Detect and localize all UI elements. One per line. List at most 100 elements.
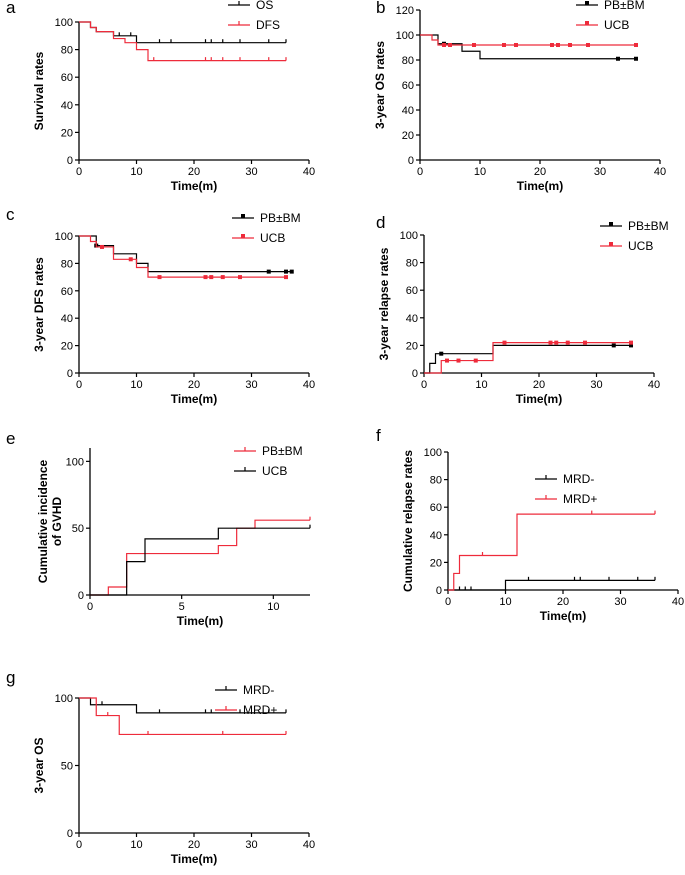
y-tick-label-a: 40: [61, 100, 73, 112]
y-tick-label-f: 20: [430, 557, 442, 569]
x-tick-label-d: 20: [533, 379, 545, 391]
x-tick-label-c: 30: [245, 379, 257, 391]
panel-letter-f: f: [376, 426, 381, 445]
censor-mark-b-1: [514, 43, 518, 47]
series-line-f-0: [448, 579, 655, 591]
x-tick-label-d: 30: [590, 379, 602, 391]
censor-mark-b-1: [634, 43, 638, 47]
y-tick-label-c: 80: [61, 258, 73, 270]
x-tick-label-g: 20: [188, 839, 200, 851]
censor-mark-d-1: [565, 340, 570, 345]
y-tick-label-e: 50: [72, 523, 84, 535]
x-tick-label-e: 10: [267, 601, 279, 613]
legend-marker-d-1: [609, 242, 613, 246]
series-line-a-0: [79, 21, 286, 44]
y-tick-label-d: 100: [400, 230, 418, 242]
censor-mark-c-1: [203, 275, 208, 280]
censor-mark-c-1: [157, 275, 162, 280]
legend-label-g-0: MRD-: [243, 683, 274, 697]
legend-label-b-1: UCB: [604, 18, 629, 32]
censor-mark-c-1: [100, 244, 104, 249]
x-axis-title-a: Time(m): [171, 179, 217, 193]
censor-mark-c-0: [289, 269, 294, 274]
y-tick-label-b: 60: [402, 80, 414, 92]
x-tick-label-f: 40: [672, 596, 684, 608]
y-tick-label-e: 100: [66, 456, 84, 468]
censor-mark-d-0: [611, 343, 616, 348]
x-tick-label-g: 30: [245, 839, 257, 851]
y-tick-label-a: 20: [61, 127, 73, 139]
y-tick-label-b: 0: [408, 155, 414, 167]
censor-mark-d-1: [583, 340, 587, 345]
y-tick-label-c: 100: [55, 231, 73, 243]
censor-mark-d-1: [548, 340, 553, 345]
y-tick-label-d: 20: [406, 340, 418, 352]
y-tick-label-d: 80: [406, 258, 418, 270]
x-tick-label-d: 0: [421, 379, 427, 391]
censor-mark-d-1: [445, 358, 449, 363]
legend-label-b-0: PB±BM: [604, 0, 645, 12]
panel-f: f 0 10 20 30 40 0 20 40 60 80 100 Time(m) Cumulative …: [376, 426, 684, 623]
censor-mark-c-1: [284, 275, 288, 280]
legend-marker-c-1: [241, 234, 245, 238]
x-tick-label-d: 40: [648, 379, 660, 391]
y-tick-label-b: 80: [402, 55, 414, 67]
x-tick-label-g: 10: [130, 839, 142, 851]
censor-mark-c-1: [209, 275, 214, 280]
y-tick-label-c: 20: [61, 341, 73, 353]
legend-label-e-0: PB±BM: [262, 444, 303, 458]
panel-d: d 0 10 20 30 40 0 20 40 60 80 100 Time(m) 3-year rela…: [376, 213, 669, 406]
y-tick-label-b: 100: [396, 30, 414, 42]
y-tick-label-c: 60: [61, 286, 73, 298]
y-tick-label-d: 60: [406, 285, 418, 297]
legend-marker-b-0: [585, 1, 589, 5]
censor-mark-c-1: [128, 257, 133, 262]
censor-mark-d-1: [473, 358, 478, 363]
y-tick-label-g: 100: [55, 693, 73, 705]
y-tick-label-a: 80: [61, 45, 73, 57]
censor-mark-d-1: [554, 340, 559, 345]
series-line-e-0: [90, 519, 310, 596]
censor-mark-d-1: [502, 340, 507, 345]
y-tick-label-a: 0: [67, 155, 73, 167]
y-tick-label-d: 0: [412, 368, 418, 380]
legend-label-e-1: UCB: [262, 464, 287, 478]
censor-mark-b-1: [550, 43, 554, 47]
y-axis-title-a: Survival rates: [32, 51, 46, 130]
panel-b: b 0 10 20 30 40 0 20 40 60 80 100 120 Time(m) 3-year O…: [373, 0, 666, 193]
series-line-d-0: [424, 344, 631, 374]
legend-label-f-1: MRD+: [563, 492, 597, 506]
x-tick-label-a: 10: [130, 166, 142, 178]
y-tick-label-b: 120: [396, 5, 414, 17]
y-axis-title-e: Cumulative incidence: [36, 459, 50, 583]
panel-letter-e: e: [6, 429, 15, 448]
series-line-d-1: [424, 342, 631, 374]
x-tick-label-b: 0: [417, 166, 423, 178]
y-axis-title-c: 3-year DFS rates: [32, 257, 46, 352]
censor-mark-b-0: [634, 56, 638, 61]
legend-label-d-1: UCB: [628, 239, 653, 253]
y-tick-label-f: 0: [436, 585, 442, 597]
y-tick-label-g: 0: [67, 828, 73, 840]
x-tick-label-f: 0: [445, 596, 451, 608]
x-axis-title-c: Time(m): [171, 392, 217, 406]
panel-c: c 0 10 20 30 40 0 20 40 60 80 100 Time(m) 3-year DFS …: [6, 205, 315, 406]
x-tick-label-a: 30: [245, 166, 257, 178]
censor-mark-d-1: [456, 358, 461, 363]
censor-mark-d-0: [439, 351, 444, 356]
series-line-b-1: [420, 34, 636, 46]
legend-marker-b-1: [585, 21, 589, 25]
y-axis-title-d: 3-year relapse rates: [377, 247, 391, 360]
y-axis-title-g: 3-year OS: [32, 737, 46, 793]
x-tick-label-a: 40: [303, 166, 315, 178]
legend-label-a-1: DFS: [256, 18, 280, 32]
x-tick-label-f: 20: [557, 596, 569, 608]
x-tick-label-g: 0: [76, 839, 82, 851]
y-axis-title-e: of GVHD: [50, 497, 64, 547]
x-tick-label-b: 10: [474, 166, 486, 178]
panel-letter-c: c: [6, 205, 15, 224]
y-tick-label-e: 0: [78, 590, 84, 602]
censor-mark-d-1: [629, 340, 633, 345]
series-line-e-1: [90, 527, 310, 596]
